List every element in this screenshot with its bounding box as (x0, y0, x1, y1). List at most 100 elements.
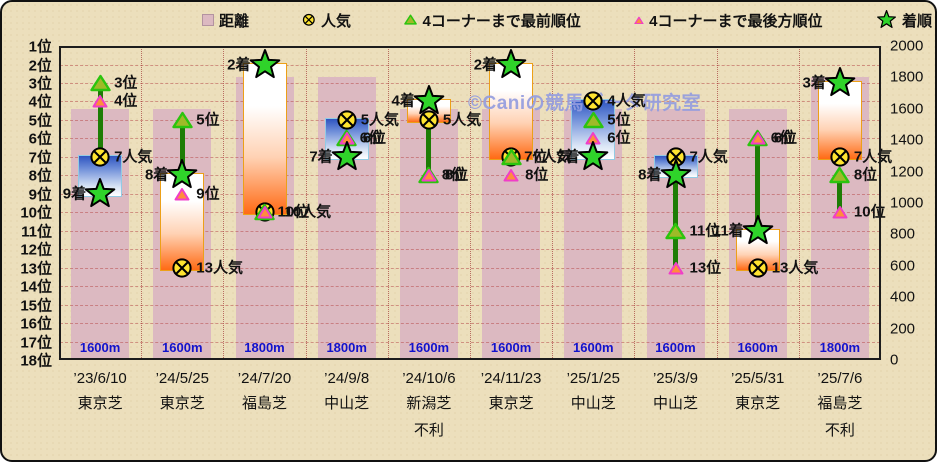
x-axis-date: ’25/7/6 (817, 370, 863, 387)
finish-star-icon (165, 159, 199, 196)
y-axis-tick: 6位 (28, 130, 52, 148)
marker-label: 8位 (853, 166, 878, 184)
rear-position-icon (503, 168, 519, 187)
marker-label: 11位 (689, 222, 721, 240)
front-position-icon (172, 111, 193, 134)
gridline-v (223, 46, 225, 360)
gridline-v (634, 46, 636, 360)
gridline-v (387, 46, 389, 360)
x-axis-track: 新潟芝 (406, 395, 452, 412)
front-position-icon (583, 111, 604, 134)
gridline-v (470, 46, 471, 360)
x-axis-track: 中山芝 (652, 395, 698, 412)
y-axis-tick: 14位 (20, 278, 52, 296)
marker-label: 4着 (391, 93, 415, 111)
gridline-v (552, 46, 554, 360)
distance-label: 1600m (573, 340, 614, 355)
y-axis-tick: 3位 (28, 75, 52, 93)
finish-star-icon (83, 177, 117, 215)
front-position-icon (665, 222, 686, 245)
range-candle (489, 62, 534, 160)
legend-label: 4コーナーまで最後方順位 (649, 12, 823, 30)
finish-legend-icon (876, 10, 897, 30)
gridline-v (141, 46, 143, 360)
y-axis-tick: 9位 (28, 186, 52, 204)
x-axis-date: ’24/10/6 (402, 370, 456, 387)
marker-label: 2着 (227, 56, 251, 74)
finish-star-icon (576, 140, 610, 178)
marker-label: 7着 (309, 148, 333, 166)
marker-label: 10位 (277, 203, 310, 221)
legend-label: 着順 (901, 12, 932, 30)
position-line (755, 138, 761, 231)
y-axis-tick: 10位 (20, 204, 52, 222)
position-line (673, 175, 678, 268)
marker-label: 8位 (525, 166, 549, 184)
marker-label: 9着 (62, 185, 87, 203)
rear-position-icon (832, 205, 848, 224)
rear-position-icon (257, 205, 273, 224)
marker-label: 10位 (853, 203, 886, 221)
marker-label: 4人気 (607, 93, 646, 111)
x-axis-date: ’23/6/10 (73, 370, 127, 387)
finish-star-icon (330, 140, 364, 178)
finish-star-icon (741, 214, 775, 252)
popularity-legend-icon (302, 13, 316, 27)
range-candle (817, 80, 862, 160)
y-axis-tick: 12位 (20, 241, 52, 259)
y-axis-tick: 17位 (20, 334, 52, 351)
finish-star-icon (248, 48, 282, 86)
finish-star-icon (412, 85, 446, 122)
finish-star-icon (659, 159, 693, 196)
right-axis-tick: 1200 (890, 163, 924, 181)
x-axis-track: 福島芝 (241, 395, 287, 412)
right-axis-tick: 1000 (890, 194, 924, 212)
distance-label: 1600m (79, 340, 121, 355)
rear-legend-icon (634, 16, 644, 25)
marker-label: 7着 (555, 148, 580, 166)
distance-legend-icon (202, 14, 214, 26)
front-legend-icon (404, 14, 418, 26)
marker-label: 8位 (444, 166, 469, 184)
marker-label: 5位 (607, 111, 631, 129)
y-axis-tick: 5位 (28, 112, 52, 130)
y-axis-tick: 15位 (20, 297, 52, 315)
position-line (179, 119, 185, 176)
right-axis-tick: 1600 (890, 100, 924, 118)
right-axis-tick: 0 (890, 351, 899, 369)
chart-legend: 距離 人気 4コーナーまで最前順位 4コーナーまで最後方順位 着順 (202, 8, 932, 32)
legend-label: 人気 (321, 12, 352, 30)
marker-label: 5人気 (442, 111, 482, 129)
popularity-icon (89, 146, 111, 173)
marker-label: 7位 (524, 148, 548, 166)
right-axis-tick: 1800 (890, 68, 924, 86)
x-axis-date: ’24/5/25 (155, 370, 209, 387)
y-axis-tick: 7位 (28, 149, 52, 167)
marker-label: 10人気 (284, 203, 332, 221)
x-axis-track: 中山芝 (570, 395, 616, 412)
popularity-icon (665, 146, 687, 173)
distance-label: 1600m (408, 340, 450, 355)
finish-star-icon (494, 48, 528, 86)
distance-label: 1600m (490, 340, 532, 355)
popularity-icon (747, 257, 769, 284)
disadvantage-note: 不利 (824, 422, 855, 439)
marker-label: 7人気 (689, 148, 728, 166)
popularity-icon (829, 146, 851, 173)
marker-label: 13人気 (196, 259, 243, 277)
position-line (97, 82, 103, 157)
y-axis-tick: 11位 (21, 223, 52, 241)
front-position-icon (829, 166, 851, 189)
right-axis-tick: 600 (890, 257, 916, 275)
marker-label: 13位 (689, 259, 722, 277)
legend-item-front: 4コーナーまで最前順位 (404, 10, 581, 31)
gridline-v (798, 46, 800, 360)
marker-label: 5位 (196, 111, 220, 129)
marker-label: 6位 (362, 130, 387, 148)
marker-label: 6位 (773, 130, 798, 148)
right-axis-tick: 1400 (890, 131, 924, 149)
gridline-v (305, 46, 307, 360)
disadvantage-note: 不利 (413, 422, 444, 439)
popularity-icon (171, 257, 193, 284)
